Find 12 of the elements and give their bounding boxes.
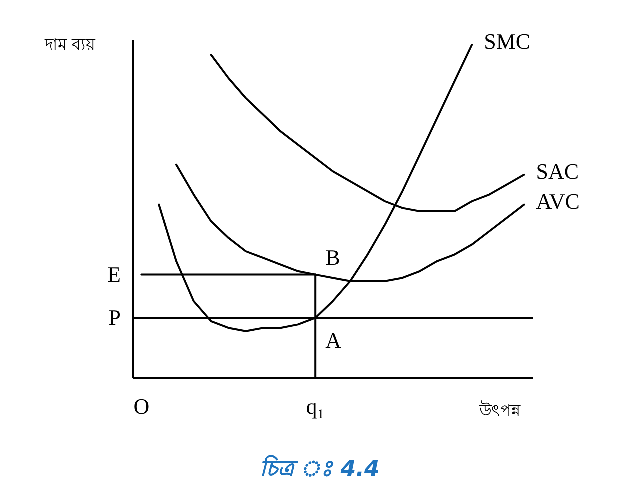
x-axis-title: উৎপন্ন: [478, 401, 522, 420]
x-tick-label: O: [134, 394, 150, 419]
series-label: AVC: [536, 188, 580, 214]
ref-line-label: P: [108, 305, 121, 330]
text: চিত্র ঃ 4.4: [260, 455, 380, 482]
x-tick-label: q₁: [306, 394, 325, 419]
y-axis-title: দাম ব্যয়: [44, 35, 96, 54]
series-label: SAC: [536, 158, 580, 184]
series-label: SMC: [484, 29, 531, 54]
annotation: A: [326, 328, 342, 354]
series-label: E: [108, 262, 121, 287]
annotation: B: [326, 244, 340, 270]
